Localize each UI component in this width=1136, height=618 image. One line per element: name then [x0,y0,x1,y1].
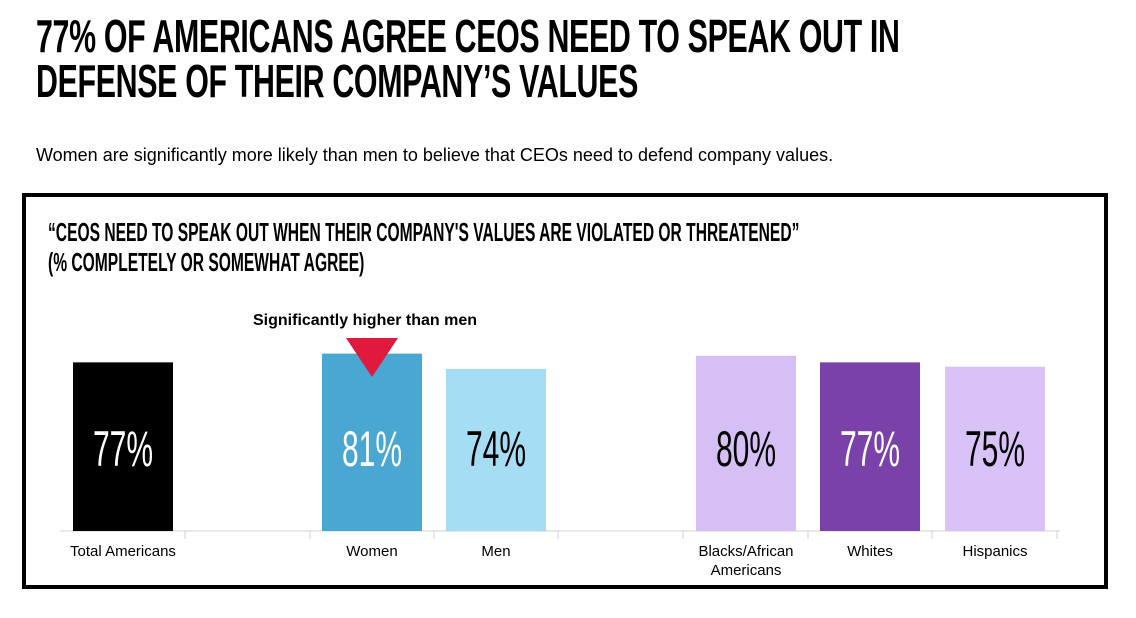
category-label-whites: Whites [847,543,893,560]
category-label-women: Women [346,543,397,560]
bar-value-label-whites: 77% [840,421,900,477]
subtitle: Women are significantly more likely than… [36,145,834,165]
bar-blacks-african-americans [696,355,796,531]
chart-title-line-1: “CEOs need to speak out when their compa… [48,217,800,247]
bar-hispanics [945,366,1045,531]
category-label-hispanics: Hispanics [962,543,1027,560]
bar-whites [820,362,920,531]
category-label-blacks-african-americans: Blacks/African Americans [698,543,793,579]
bar-value-label-men: 74% [466,421,526,477]
bar-value-label-total-americans: 77% [93,421,153,477]
annotation-marker-icon [346,338,398,377]
chart-title: “CEOs need to speak out when their compa… [48,217,799,277]
bar-value-label-blacks-african-americans: 80% [716,421,776,477]
bar-women [322,353,422,531]
annotation-label: Significantly higher than men [253,312,478,329]
headline-line-2: defense of their company’s values [36,55,638,107]
chart-frame [22,193,1108,589]
bar-total-americans [73,362,173,531]
chart-title-line-2: (% completely or somewhat agree) [48,247,365,277]
category-label-men: Men [481,543,510,560]
bar-value-label-hispanics: 75% [965,421,1025,477]
category-label-total-americans: Total Americans [70,543,176,560]
bar-men [446,368,546,531]
bar-value-label-women: 81% [342,421,402,477]
